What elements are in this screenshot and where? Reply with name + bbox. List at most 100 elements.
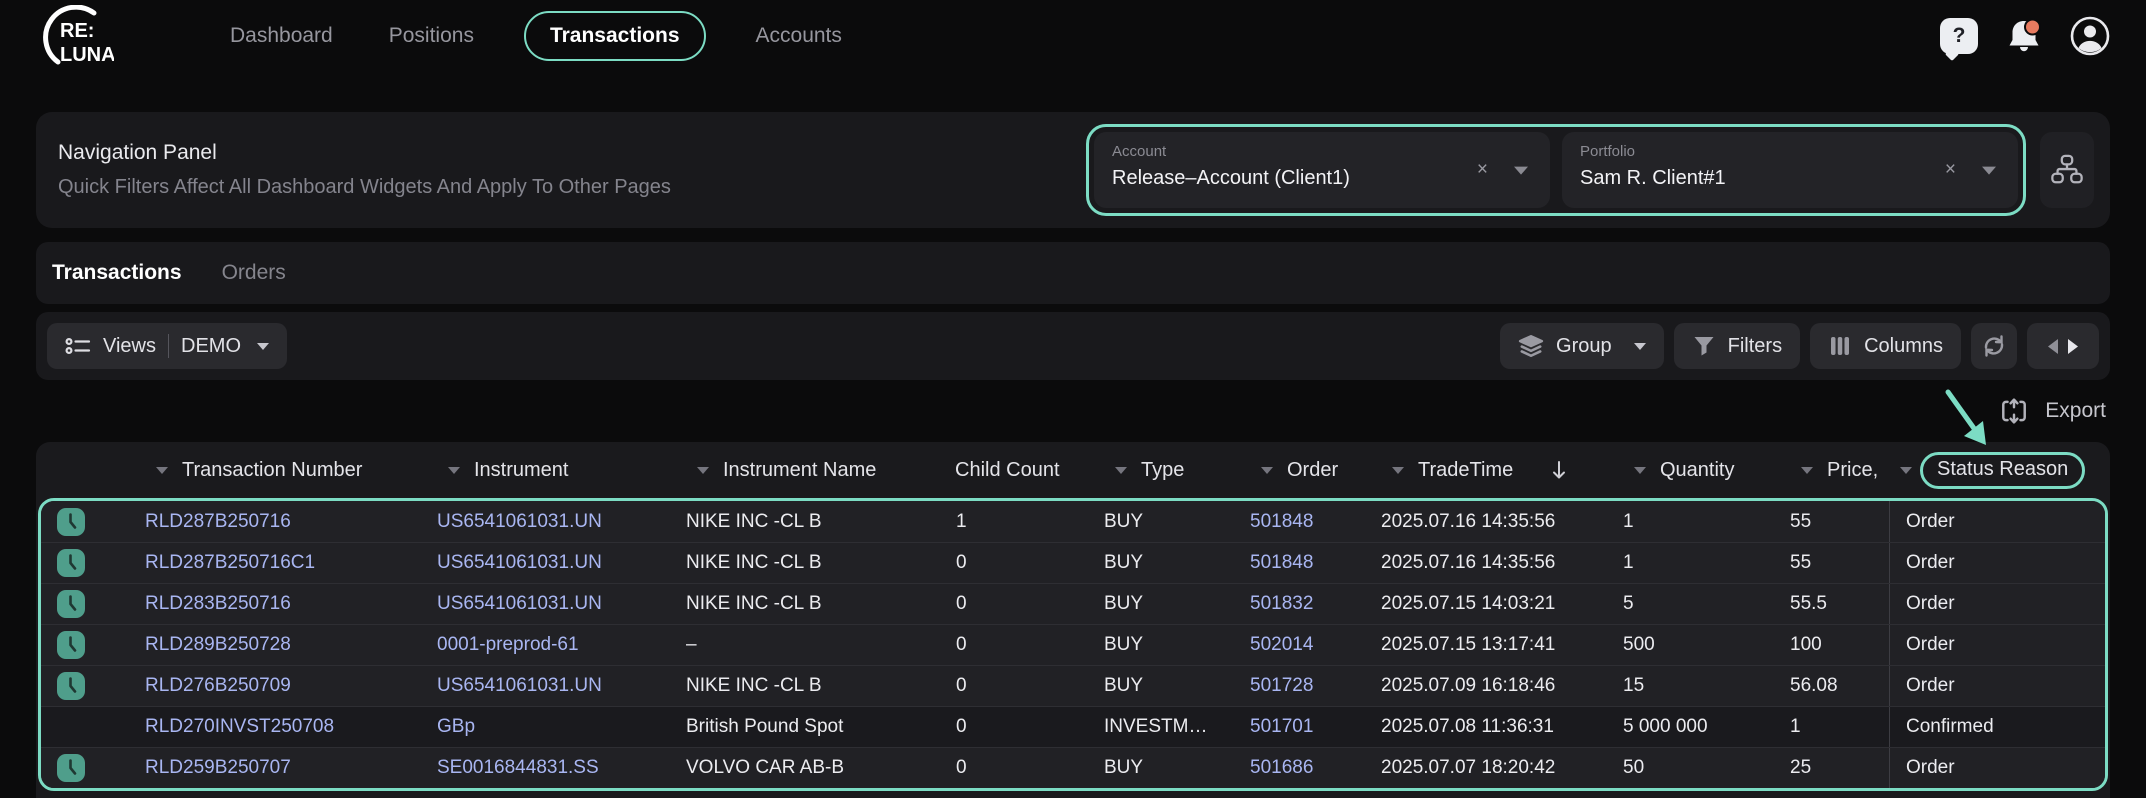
column-header-tradetime[interactable]: TradeTime xyxy=(1378,459,1620,482)
group-label: Group xyxy=(1556,334,1612,357)
column-menu-icon[interactable] xyxy=(1900,466,1912,474)
column-menu-icon[interactable] xyxy=(1634,466,1646,474)
transaction-number-link[interactable]: RLD283B250716 xyxy=(145,593,291,614)
app-logo: RE: LUNA xyxy=(43,5,114,66)
hierarchy-button[interactable] xyxy=(2040,132,2094,208)
tab-transactions[interactable]: Transactions xyxy=(52,261,182,284)
nav-item-dashboard[interactable]: Dashboard xyxy=(230,24,333,47)
child-count: 0 xyxy=(956,716,967,737)
instrument-link[interactable]: US6541061031.UN xyxy=(437,552,602,573)
refresh-icon xyxy=(1984,335,2004,357)
help-icon[interactable]: ? xyxy=(1940,18,1978,54)
table-row[interactable]: RLD270INVST250708 GBp British Pound Spot 0 I… xyxy=(41,706,2105,747)
column-menu-icon[interactable] xyxy=(1392,466,1404,474)
order-link[interactable]: 502014 xyxy=(1250,634,1314,655)
column-label: Child Count xyxy=(955,458,1060,481)
account-filter[interactable]: Account Release–Account (Client1) × xyxy=(1094,132,1550,208)
filters-label: Filters xyxy=(1727,334,1783,357)
views-divider xyxy=(168,334,169,358)
transaction-type: BUY xyxy=(1104,593,1144,614)
column-header-child[interactable]: Child Count xyxy=(953,459,1101,482)
transaction-number-link[interactable]: RLD287B250716 xyxy=(145,510,291,532)
column-header-price[interactable]: Price, xyxy=(1787,459,1886,482)
columns-label: Columns xyxy=(1864,334,1943,357)
column-header-status[interactable]: Status Reason xyxy=(1886,451,2108,489)
table-row[interactable]: RLD259B250707 SE0016844831.SS VOLVO CAR AB… xyxy=(41,747,2105,788)
export-button[interactable]: Export xyxy=(1999,396,2106,426)
transaction-number-link[interactable]: RLD276B250709 xyxy=(145,675,291,696)
quantity: 15 xyxy=(1623,675,1645,696)
account-clear-icon[interactable]: × xyxy=(1476,159,1488,180)
transaction-number-link[interactable]: RLD287B250716C1 xyxy=(145,552,316,573)
child-count: 0 xyxy=(956,593,967,614)
portfolio-clear-icon[interactable]: × xyxy=(1944,159,1956,180)
portfolio-filter[interactable]: Portfolio Sam R. Client#1 × xyxy=(1562,132,2018,208)
clock-badge-icon xyxy=(57,631,85,659)
instrument-link[interactable]: GBp xyxy=(437,716,476,737)
column-header-order[interactable]: Order xyxy=(1247,459,1378,482)
refresh-button[interactable] xyxy=(1971,323,2017,369)
page-right-icon[interactable] xyxy=(2067,338,2080,355)
column-menu-icon[interactable] xyxy=(1115,466,1127,474)
status-reason: Order xyxy=(1889,748,2105,788)
instrument-name: British Pound Spot xyxy=(686,716,844,737)
order-link[interactable]: 501848 xyxy=(1250,552,1314,573)
child-count: 1 xyxy=(956,510,967,532)
nav-item-positions[interactable]: Positions xyxy=(388,24,474,47)
panel-title: Navigation Panel xyxy=(58,141,217,164)
clock-badge-icon xyxy=(57,549,85,577)
transactions-table: Transaction Number Instrument Instrument N… xyxy=(36,442,2110,798)
transaction-number-link[interactable]: RLD259B250707 xyxy=(145,757,291,778)
column-header-name[interactable]: Instrument Name xyxy=(683,459,953,482)
nav-item-transactions[interactable]: Transactions xyxy=(523,11,706,61)
instrument-link[interactable]: US6541061031.UN xyxy=(437,675,602,696)
export-label: Export xyxy=(2045,399,2106,422)
views-button[interactable]: Views DEMO xyxy=(47,323,287,369)
table-row[interactable]: RLD276B250709 US6541061031.UN NIKE INC -CL… xyxy=(41,665,2105,706)
page-left-icon[interactable] xyxy=(2046,338,2059,355)
column-header-instrument[interactable]: Instrument xyxy=(434,459,683,482)
column-menu-icon[interactable] xyxy=(156,466,168,474)
instrument-link[interactable]: US6541061031.UN xyxy=(437,510,602,532)
filters-button[interactable]: Filters xyxy=(1673,323,1801,369)
table-row[interactable]: RLD287B250716 US6541061031.UN NIKE INC -CL… xyxy=(41,501,2105,542)
user-avatar[interactable] xyxy=(2070,16,2110,56)
notifications-bell-icon[interactable] xyxy=(2004,16,2044,56)
order-link[interactable]: 501728 xyxy=(1250,675,1314,696)
table-rows-highlight-ring: RLD287B250716 US6541061031.UN NIKE INC -CL… xyxy=(38,498,2108,791)
column-menu-icon[interactable] xyxy=(448,466,460,474)
order-link[interactable]: 501848 xyxy=(1250,510,1314,532)
pager-buttons[interactable] xyxy=(2027,323,2099,369)
table-row[interactable]: RLD287B250716C1 US6541061031.UN NIKE INC -… xyxy=(41,542,2105,583)
quantity: 500 xyxy=(1623,634,1655,655)
column-menu-icon[interactable] xyxy=(1261,466,1273,474)
portfolio-dropdown-icon[interactable] xyxy=(1982,166,1996,175)
column-label: Price, xyxy=(1827,458,1879,481)
order-link[interactable]: 501701 xyxy=(1250,716,1314,737)
tab-orders[interactable]: Orders xyxy=(221,261,286,284)
table-row[interactable]: RLD289B250728 0001-preprod-61 – 0 BUY 502014 2… xyxy=(41,624,2105,665)
instrument-link[interactable]: SE0016844831.SS xyxy=(437,757,599,778)
order-link[interactable]: 501832 xyxy=(1250,593,1314,614)
column-menu-icon[interactable] xyxy=(1801,466,1813,474)
transaction-number-link[interactable]: RLD289B250728 xyxy=(145,634,291,655)
order-link[interactable]: 501686 xyxy=(1250,757,1314,778)
column-menu-icon[interactable] xyxy=(697,466,709,474)
views-dropdown-icon xyxy=(257,342,269,350)
transaction-number-link[interactable]: RLD270INVST250708 xyxy=(145,716,335,737)
instrument-link[interactable]: 0001-preprod-61 xyxy=(437,634,579,655)
instrument-link[interactable]: US6541061031.UN xyxy=(437,593,602,614)
column-header-type[interactable]: Type xyxy=(1101,459,1247,482)
quick-filters-highlight-ring: Account Release–Account (Client1) × Port… xyxy=(1086,124,2026,216)
column-header-quantity[interactable]: Quantity xyxy=(1620,459,1787,482)
price: 1 xyxy=(1790,716,1801,737)
table-row[interactable]: RLD283B250716 US6541061031.UN NIKE INC -CL… xyxy=(41,583,2105,624)
quantity: 1 xyxy=(1623,552,1634,573)
columns-button[interactable]: Columns xyxy=(1810,323,1961,369)
group-button[interactable]: Group xyxy=(1500,323,1664,369)
quantity: 50 xyxy=(1623,757,1645,778)
account-dropdown-icon[interactable] xyxy=(1514,166,1528,175)
account-filter-label: Account xyxy=(1112,143,1167,160)
column-header-txn[interactable]: Transaction Number xyxy=(142,459,434,482)
nav-item-accounts[interactable]: Accounts xyxy=(755,24,842,47)
